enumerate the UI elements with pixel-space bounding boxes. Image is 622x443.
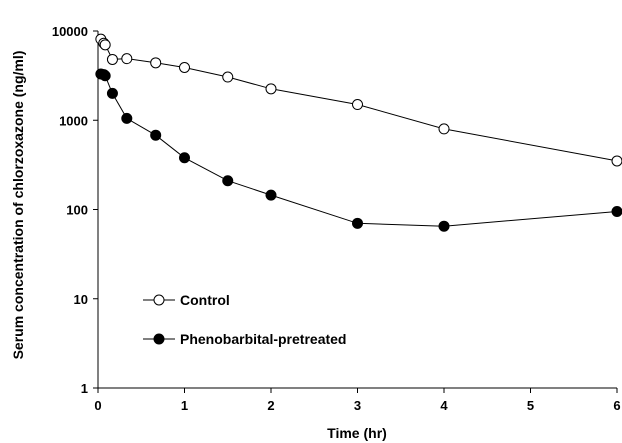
data-point — [265, 189, 277, 201]
data-point — [99, 70, 111, 82]
x-tick-label: 1 — [181, 398, 188, 413]
legend-marker-phenobarbital — [153, 333, 165, 345]
data-point — [438, 220, 450, 232]
legend: Control Phenobarbital-pretreated — [143, 292, 346, 347]
x-axis-title: Time (hr) — [327, 425, 387, 441]
x-tick-label: 0 — [94, 398, 101, 413]
data-point — [121, 112, 133, 124]
y-tick-label: 10000 — [52, 24, 88, 39]
y-tick-label: 10 — [74, 292, 88, 307]
data-point — [438, 123, 450, 135]
data-point — [121, 53, 133, 65]
data-point — [611, 155, 622, 167]
series-line — [100, 73, 618, 227]
data-point — [352, 217, 363, 229]
data-point — [222, 175, 234, 187]
data-point — [179, 61, 190, 73]
legend-item-phenobarbital: Phenobarbital-pretreated — [143, 331, 346, 347]
data-point — [150, 57, 162, 69]
legend-label-phenobarbital: Phenobarbital-pretreated — [180, 331, 346, 347]
y-tick-label: 100 — [66, 203, 88, 218]
data-point — [222, 71, 234, 83]
y-tick-label: 1000 — [59, 113, 88, 128]
data-point — [611, 205, 622, 217]
legend-label-control: Control — [180, 292, 230, 308]
series-layer — [95, 33, 622, 232]
data-point — [150, 129, 162, 141]
y-axis-ticks: 1 10 100 1000 10000 — [52, 24, 98, 396]
legend-item-control: Control — [143, 292, 230, 308]
axes — [97, 31, 617, 389]
data-point — [106, 87, 118, 99]
data-point — [352, 99, 363, 111]
y-tick-label: 1 — [81, 381, 88, 396]
x-tick-label: 2 — [267, 398, 274, 413]
x-tick-label: 5 — [527, 398, 534, 413]
x-tick-label: 4 — [440, 398, 448, 413]
x-tick-label: 3 — [354, 398, 361, 413]
series-control — [95, 33, 622, 167]
series-phenobarbital-pretreated — [95, 68, 622, 232]
x-tick-label: 6 — [613, 398, 620, 413]
data-point — [99, 39, 111, 51]
x-axis-ticks: 0 1 2 3 4 5 6 — [94, 388, 621, 413]
data-point — [106, 53, 118, 65]
legend-marker-control — [153, 294, 165, 306]
y-axis-title: Serum concentration of chlorzoxazone (ng… — [10, 51, 26, 360]
data-point — [265, 83, 277, 95]
data-point — [179, 152, 190, 164]
